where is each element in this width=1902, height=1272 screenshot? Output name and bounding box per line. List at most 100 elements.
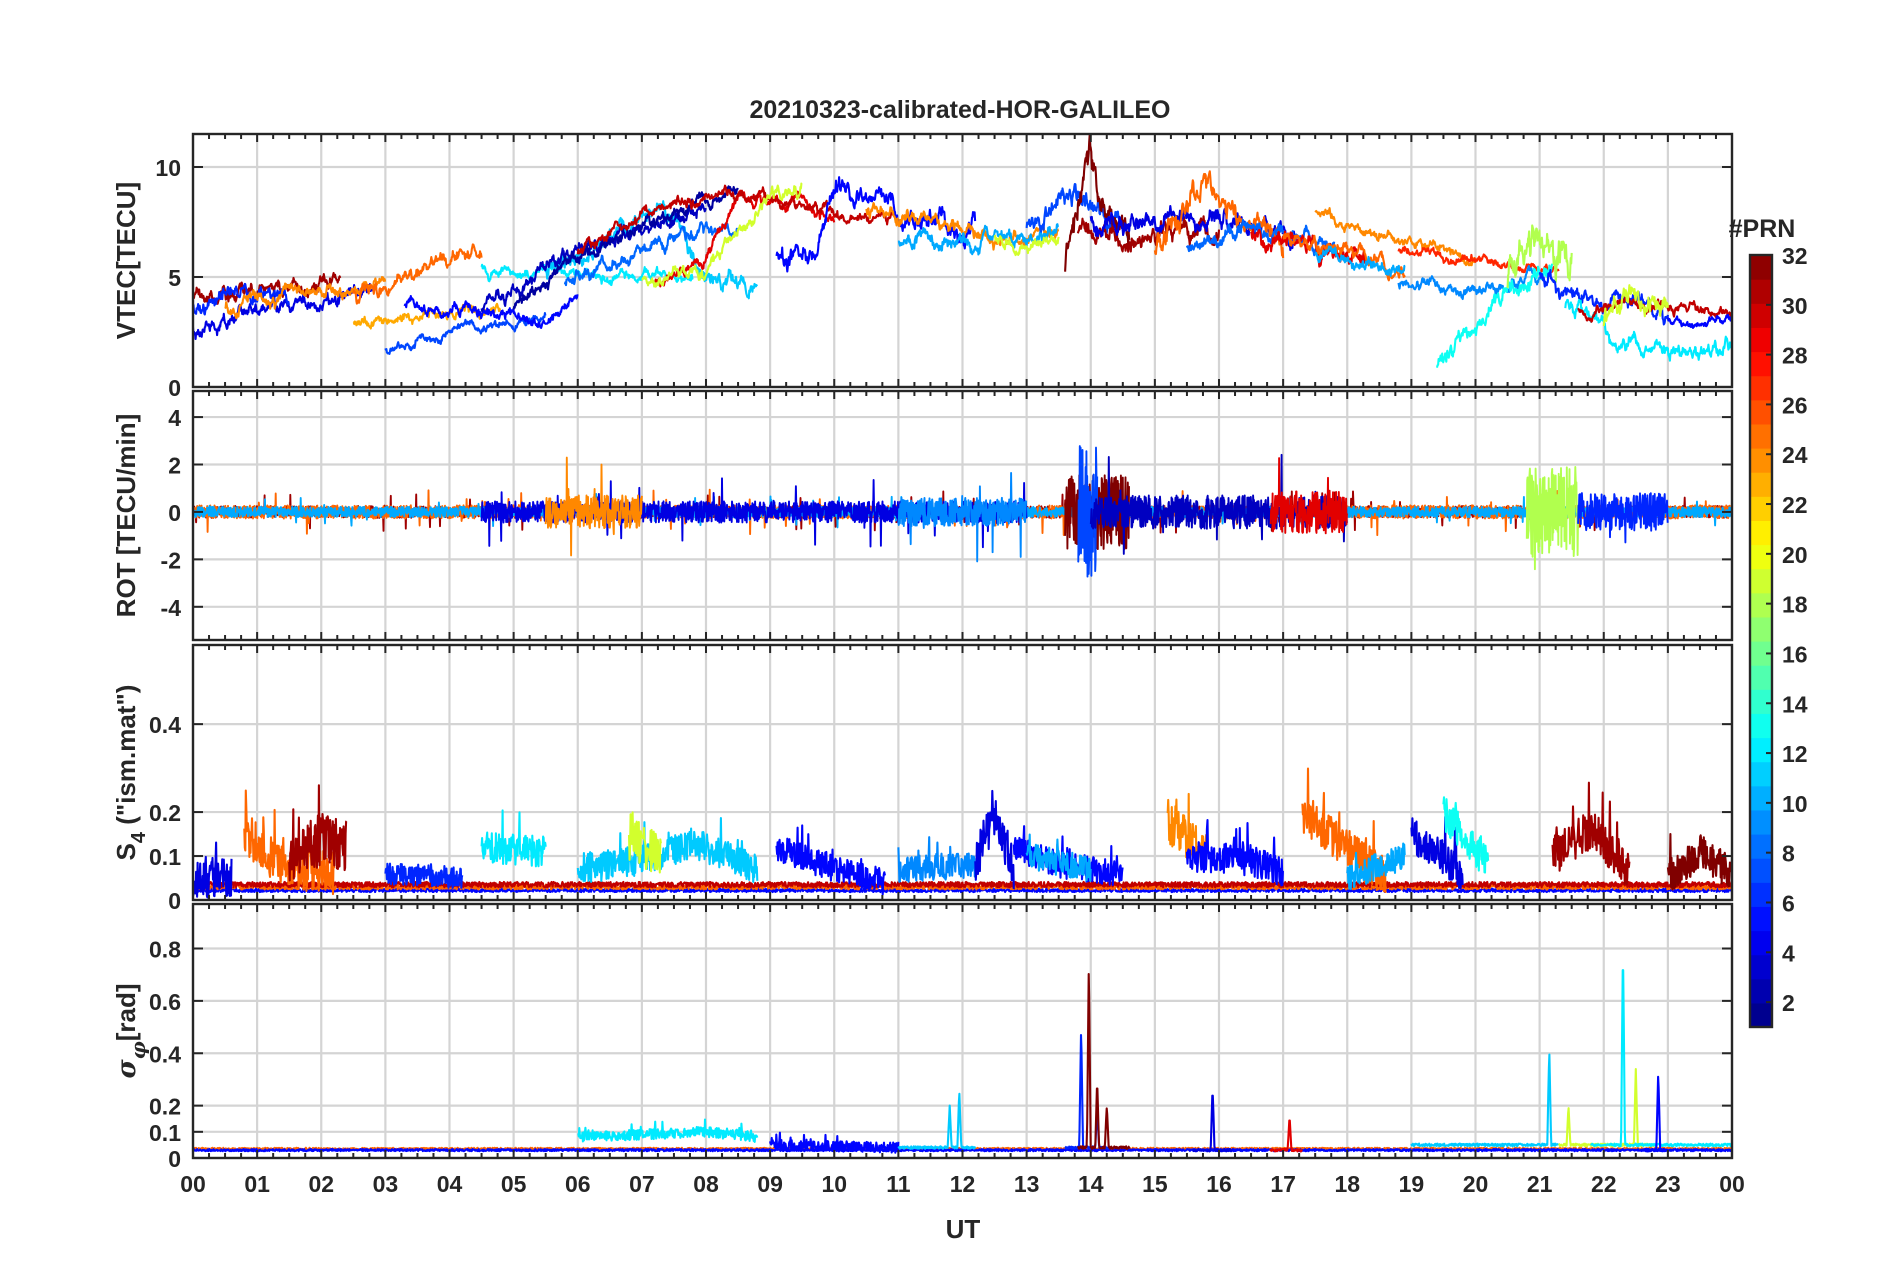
series-line-prn-6 [384, 862, 464, 890]
series-line-prn-24 [1314, 207, 1477, 267]
series-line-prn-11 [576, 817, 759, 883]
colorbar-segment [1750, 616, 1772, 642]
panel-sigphi: 00.10.2 0.4 0.6 0.8 σφ[rad] [111, 902, 1734, 1172]
y-tick-label: 0.1 [149, 844, 181, 870]
series-line-prn-13 [1435, 263, 1554, 368]
x-tick-label: 06 [565, 1171, 591, 1197]
y-tick-label: 0.2 [149, 800, 181, 826]
series-line-prn-18 [1506, 224, 1573, 289]
y-tick-label: 10 [155, 155, 181, 181]
series-line-prn-29 [653, 189, 836, 288]
series-line-prn-10 [1346, 842, 1406, 890]
y-axis-label: σφ[rad] [111, 983, 150, 1078]
colorbar-title: #PRN [1729, 215, 1796, 243]
colorbar-tick-label: 30 [1782, 293, 1808, 319]
series-line-prn-9 [1397, 265, 1541, 301]
y-tick-label: 0.1 [149, 1120, 181, 1146]
colorbar-segment [1750, 689, 1772, 714]
colorbar-segment [1750, 930, 1772, 956]
colorbar-segment [1750, 834, 1772, 859]
x-tick-label: 12 [950, 1171, 976, 1197]
colorbar-tick-label: 32 [1782, 243, 1808, 269]
series-line-prn-27 [1397, 245, 1560, 274]
colorbar-segment [1750, 255, 1772, 280]
colorbar-segment [1750, 978, 1772, 1004]
colorbar-segment [1750, 303, 1772, 328]
colorbar-segment [1750, 279, 1772, 304]
x-tick-label: 23 [1655, 1171, 1681, 1197]
x-tick-label: 08 [693, 1171, 719, 1197]
y-tick-label: -4 [161, 595, 182, 621]
colorbar-tick-label: 22 [1782, 492, 1808, 518]
x-tick-label: 17 [1270, 1171, 1296, 1197]
x-tick-label: 04 [437, 1171, 463, 1197]
series-line-prn-25 [1301, 767, 1387, 894]
series-line-prn-10 [897, 223, 1060, 256]
colorbar-segment [1750, 809, 1772, 835]
series-line-prn-10 [1314, 245, 1406, 277]
series-line-prn-29 [1269, 1119, 1303, 1153]
series-line-prn-31 [1551, 781, 1631, 886]
series-line-prn-4 [974, 789, 1015, 890]
series-line-prn-12 [480, 809, 547, 868]
series-line-prn-32 [1666, 832, 1732, 891]
series-line-prn-12 [1589, 969, 1732, 1148]
series-line-prn-5 [769, 1131, 900, 1154]
x-tick-label: 13 [1014, 1171, 1040, 1197]
chart-title: 20210323-calibrated-HOR-GALILEO [750, 96, 1171, 124]
series-line-prn-25 [1153, 170, 1285, 259]
series-line-prn-25 [352, 243, 483, 305]
x-tick-label: 16 [1206, 1171, 1232, 1197]
series-group [193, 134, 1732, 368]
y-tick-label: 4 [168, 405, 181, 431]
series-line-prn-5 [1641, 1075, 1669, 1153]
series-line-prn-32 [1076, 972, 1131, 1150]
series-line-prn-19 [641, 182, 803, 288]
y-axis-label-main: S [111, 843, 141, 860]
series-line-prn-24 [544, 456, 643, 557]
panel-frame [191, 132, 1734, 389]
series-line-prn-5 [1185, 819, 1284, 887]
colorbar-tick-label: 8 [1782, 841, 1795, 867]
colorbar-tick-label: 26 [1782, 392, 1808, 418]
series-line-prn-13 [1442, 796, 1490, 874]
x-tick-label: 11 [886, 1171, 911, 1197]
series-line-prn-19 [1602, 284, 1669, 327]
series-line-prn-29 [1250, 228, 1368, 268]
series-line-prn-9 [897, 471, 1028, 563]
series-line-prn-11 [1410, 1053, 1560, 1148]
colorbar-segment [1750, 520, 1772, 546]
colorbar-tick-label: 16 [1782, 641, 1808, 667]
colorbar-segment [1750, 761, 1772, 787]
series-group [193, 767, 1732, 899]
colorbar-segment [1750, 496, 1772, 521]
y-axis-label: S4 ("ism.mat") [111, 685, 150, 861]
series-line-prn-12 [577, 1118, 759, 1143]
colorbar-tick-label: 28 [1782, 343, 1808, 369]
colorbar-segment [1750, 448, 1772, 473]
panel-vtec: 0 5 10 VTEC[TECU] [111, 132, 1734, 401]
y-axis-label-tail: ("ism.mat") [111, 685, 141, 832]
colorbar-segment [1750, 592, 1772, 618]
x-tick-label: 03 [373, 1171, 399, 1197]
series-line-prn-31 [193, 271, 342, 305]
series-line-prn-7 [384, 312, 547, 355]
series-line-prn-6 [1577, 492, 1669, 544]
colorbar-segment [1750, 351, 1772, 377]
colorbar-segment [1750, 954, 1772, 980]
x-tick-label: 00 [180, 1171, 206, 1197]
colorbar-tick-label: 20 [1782, 542, 1808, 568]
y-tick-label: 2 [168, 453, 181, 479]
series-line-prn-7 [1077, 445, 1099, 578]
colorbar-segment [1750, 906, 1772, 932]
x-axis-label: UT [946, 1214, 981, 1244]
x-tick-label: 07 [629, 1171, 655, 1197]
series-line-prn-4 [1410, 815, 1464, 890]
series-line-prn-19 [627, 811, 662, 874]
x-tick-label: 22 [1591, 1171, 1617, 1197]
y-axis-label-subscript: 4 [128, 831, 150, 843]
y-tick-label: 0.6 [149, 989, 181, 1015]
y-axis-label-main: ROT [TECU/min] [111, 414, 141, 618]
